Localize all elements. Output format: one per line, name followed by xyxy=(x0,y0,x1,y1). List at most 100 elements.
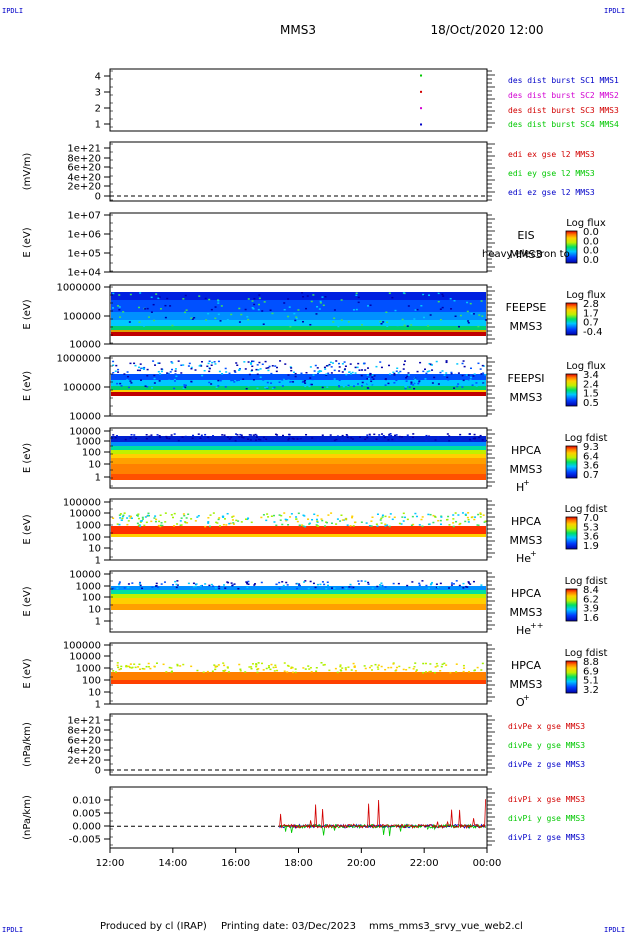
spectrogram-speckle xyxy=(340,319,343,321)
colorbar-tick-label: 1.7 xyxy=(583,308,599,319)
legend-entry: des dist burst SC1 MMS1 xyxy=(508,76,619,85)
spectrogram-speckle xyxy=(483,377,486,379)
spectrogram-speckle xyxy=(196,437,199,440)
spectrogram-speckle xyxy=(326,581,329,584)
spectrogram-speckle xyxy=(136,522,139,525)
spectrogram-speckle xyxy=(170,514,173,516)
spectrogram-speckle xyxy=(145,665,148,668)
spectrogram-speckle xyxy=(336,671,339,674)
spacecraft-label: MMS3 xyxy=(510,320,543,333)
spectrogram-speckle xyxy=(370,665,373,667)
spectrogram-speckle xyxy=(129,362,132,365)
spectrogram-speckle xyxy=(213,664,216,666)
spectrogram-speckle xyxy=(302,514,305,517)
colorbar xyxy=(565,660,578,694)
spectrogram-speckle xyxy=(360,580,363,582)
spectrogram-speckle xyxy=(298,524,301,527)
data-point xyxy=(420,74,423,77)
spectrogram-speckle xyxy=(294,372,297,375)
spectrogram-speckle xyxy=(283,670,286,672)
y-tick-label: 2e+20 xyxy=(67,756,101,767)
spectrogram-speckle xyxy=(407,305,410,307)
spectrogram-speckle xyxy=(450,371,453,374)
spectrogram-speckle xyxy=(183,384,186,386)
spectrogram-speckle xyxy=(136,369,139,372)
spectrogram-speckle xyxy=(401,516,404,518)
spectrogram-speckle xyxy=(114,370,117,372)
spectrogram-speckle xyxy=(467,374,470,376)
spectrogram-speckle xyxy=(445,360,448,362)
spectrogram-speckle xyxy=(357,583,360,585)
colorbar-tick-label: 0.0 xyxy=(583,246,599,257)
spectrogram-speckle xyxy=(273,514,276,517)
spectrogram-speckle xyxy=(138,663,141,666)
spectrogram-speckle xyxy=(278,581,281,584)
spectrogram-speckle xyxy=(349,583,352,586)
spectrogram-speckle xyxy=(144,516,147,518)
spectrogram-speckle xyxy=(182,364,185,366)
spectrogram-speckle xyxy=(237,520,240,522)
spectrogram-speckle xyxy=(423,368,426,370)
colorbar-tick-label: 5.3 xyxy=(583,522,599,533)
spectrogram-speckle xyxy=(350,587,353,589)
spectrogram-speckle xyxy=(247,384,250,387)
spectrogram-speckle xyxy=(415,669,418,671)
spectrogram-speckle xyxy=(236,364,239,367)
panel-frame xyxy=(109,141,488,202)
spectrogram-speckle xyxy=(446,518,449,521)
colorbar-tick-label: 0.0 xyxy=(583,255,599,266)
x-tick-label: 00:00 xyxy=(473,858,502,869)
spectrogram-speckle xyxy=(173,525,176,527)
spectrogram-speckle xyxy=(297,309,300,311)
spectrogram-speckle xyxy=(190,366,193,369)
spectrogram-speckle xyxy=(310,670,313,673)
spectrogram-speckle xyxy=(253,584,256,586)
spectrogram-speckle xyxy=(180,320,183,322)
spectrogram-speckle xyxy=(416,308,419,311)
spectrogram-speckle xyxy=(387,382,390,385)
spectrogram-speckle xyxy=(476,524,479,526)
spectrogram-speckle xyxy=(234,371,237,373)
spectrogram-speckle xyxy=(316,372,319,375)
spectrogram-speckle xyxy=(211,361,214,364)
spectrogram-speckle xyxy=(474,516,477,518)
spectrogram-speckle xyxy=(239,433,242,436)
spectrogram-speckle xyxy=(210,308,213,311)
spectrogram-speckle xyxy=(376,513,379,516)
spectrogram-speckle xyxy=(217,664,220,666)
spectrogram-speckle xyxy=(127,665,130,668)
spectrogram-speckle xyxy=(370,380,373,383)
spectrogram-speckle xyxy=(174,370,177,372)
spectrogram-speckle xyxy=(309,323,312,326)
spectrogram-speckle xyxy=(217,518,220,521)
spectrogram-speckle xyxy=(473,669,476,672)
spectrogram-speckle xyxy=(330,522,333,524)
spectrogram-speckle xyxy=(320,370,323,372)
spectrogram-speckle xyxy=(281,385,284,387)
spectrogram-speckle xyxy=(116,662,119,664)
spectrogram-speckle xyxy=(477,524,480,527)
spectrogram-speckle xyxy=(367,581,370,584)
spectrogram-speckle xyxy=(389,433,392,435)
corner-label-top-left: IPDLI xyxy=(2,7,23,15)
spectrogram-speckle xyxy=(441,370,444,372)
spectrogram-speckle xyxy=(257,438,260,441)
spectrogram-speckle xyxy=(115,364,118,367)
spectrogram-speckle xyxy=(322,304,325,307)
spectrogram-speckle xyxy=(208,525,211,528)
spectrogram-speckle xyxy=(268,666,271,669)
spectrogram-speckle xyxy=(252,308,255,310)
spectrogram-band xyxy=(111,590,486,594)
spectrogram-speckle xyxy=(270,382,273,384)
spectrogram-speckle xyxy=(239,670,242,672)
spectrogram-speckle xyxy=(264,360,267,363)
spectrogram-speckle xyxy=(430,364,433,366)
spectrogram-speckle xyxy=(306,295,309,297)
spectrogram-speckle xyxy=(274,433,277,436)
data-point xyxy=(420,107,423,110)
spectrogram-speckle xyxy=(175,583,178,586)
spectrogram-speckle xyxy=(139,521,142,523)
spectrogram-speckle xyxy=(343,361,346,363)
spectrogram-speckle xyxy=(480,669,483,671)
spectrogram-speckle xyxy=(255,436,258,438)
